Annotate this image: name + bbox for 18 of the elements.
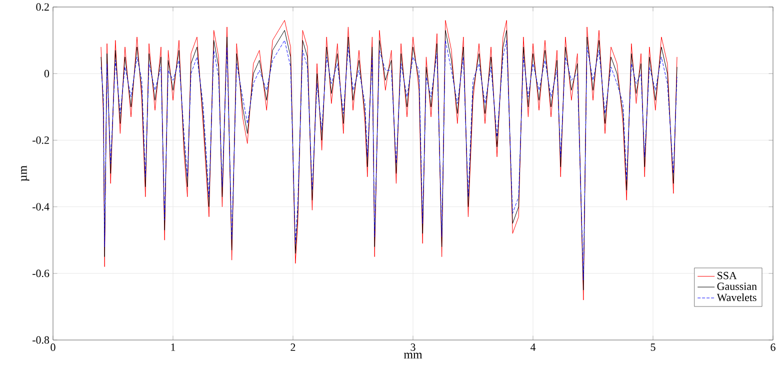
x-tick-label: 6 bbox=[770, 344, 776, 351]
x-axis-title: mm bbox=[404, 352, 422, 358]
x-tick-label: 1 bbox=[171, 344, 176, 351]
x-tick-label: 4 bbox=[530, 344, 536, 351]
y-tick-label: -0.2 bbox=[32, 136, 49, 144]
x-tick-label: 3 bbox=[410, 344, 416, 351]
x-tick-label: 0 bbox=[50, 344, 56, 351]
y-tick-label: -0.6 bbox=[32, 270, 50, 278]
x-tick-label: 5 bbox=[650, 344, 656, 351]
legend-label: Wavelets bbox=[716, 293, 756, 302]
y-tick-label: 0 bbox=[44, 70, 50, 78]
y-tick-label: 0.2 bbox=[36, 3, 49, 11]
legend-label: SSA bbox=[718, 272, 737, 280]
y-axis-title: µm bbox=[21, 166, 30, 182]
x-tick-label: 2 bbox=[290, 344, 296, 351]
y-tick-label: -0.8 bbox=[32, 336, 50, 344]
legend-label: Gaussian bbox=[717, 282, 757, 290]
y-tick-label: -0.4 bbox=[32, 203, 50, 211]
